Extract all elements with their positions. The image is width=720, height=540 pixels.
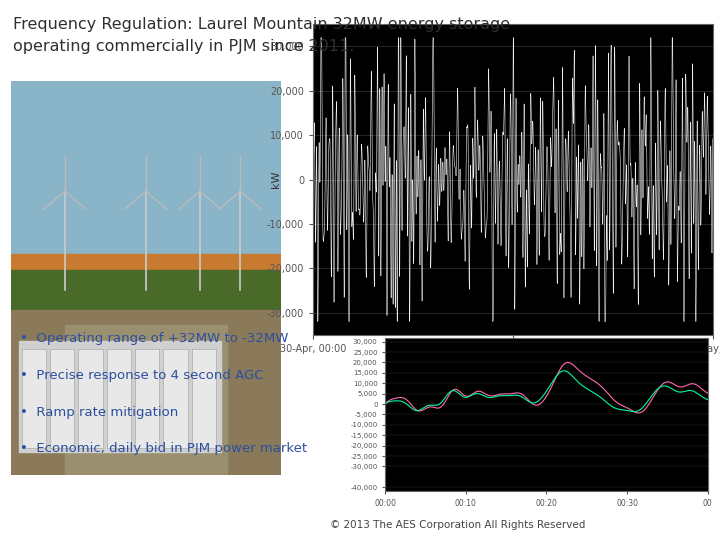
Bar: [192, 349, 216, 448]
Text: operating commercially in PJM since 2011.: operating commercially in PJM since 2011…: [13, 39, 354, 54]
Bar: [11, 81, 281, 278]
Bar: [11, 309, 281, 475]
Text: •  Ramp rate mitigation: • Ramp rate mitigation: [20, 406, 179, 419]
Bar: [22, 349, 46, 448]
Bar: [107, 349, 131, 448]
Bar: [11, 254, 281, 326]
Y-axis label: kW: kW: [271, 171, 282, 188]
Text: Frequency Regulation: Laurel Mountain 32MW energy storage: Frequency Regulation: Laurel Mountain 32…: [13, 17, 510, 32]
Text: •  Economic, daily bid in PJM power market: • Economic, daily bid in PJM power marke…: [20, 442, 307, 455]
Bar: [65, 326, 227, 475]
Bar: [11, 270, 281, 309]
Bar: [50, 349, 74, 448]
Text: © 2013 The AES Corporation All Rights Reserved: © 2013 The AES Corporation All Rights Re…: [330, 520, 585, 530]
Bar: [19, 341, 222, 451]
Text: •  Precise response to 4 second AGC: • Precise response to 4 second AGC: [20, 369, 264, 382]
Bar: [135, 349, 159, 448]
Bar: [78, 349, 102, 448]
Text: •  Operating range of +32MW to -32MW: • Operating range of +32MW to -32MW: [20, 332, 289, 345]
Bar: [163, 349, 188, 448]
